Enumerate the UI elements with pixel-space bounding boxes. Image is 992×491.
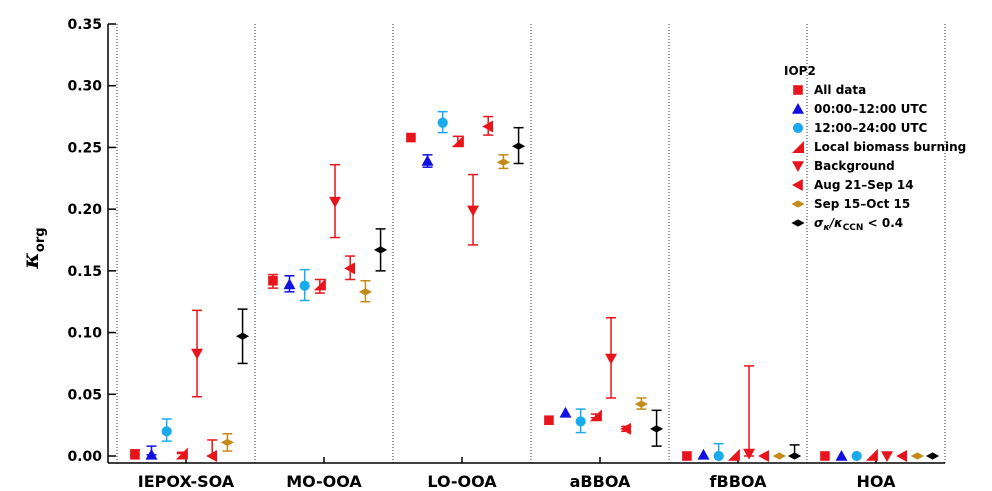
y-tick-label: 0.20 — [67, 202, 102, 218]
data-point — [835, 450, 848, 461]
data-point — [220, 438, 234, 447]
data-point — [206, 450, 218, 462]
legend-marker — [791, 219, 805, 227]
data-point — [467, 205, 480, 217]
legend-label: 12:00–24:00 UTC — [814, 121, 928, 135]
legend-marker — [792, 103, 804, 114]
legend-marker — [792, 161, 804, 172]
y-tick-label: 0.30 — [67, 79, 102, 95]
data-point — [130, 449, 140, 460]
x-category-label: LO-OOA — [427, 472, 497, 491]
data-point — [406, 132, 416, 143]
y-tick-label: 0.15 — [67, 264, 102, 280]
legend-marker — [793, 85, 803, 95]
data-point — [896, 450, 908, 462]
legend-label: Background — [814, 159, 895, 173]
x-category-label: HOA — [857, 472, 897, 491]
data-point — [329, 196, 342, 208]
category-separators — [116, 24, 946, 463]
data-point — [299, 280, 310, 291]
data-point — [925, 452, 940, 460]
data-point — [559, 406, 572, 418]
legend: IOP2 All data 00:00–12:00 UTC 12:00–24:00 U… — [784, 64, 966, 233]
data-point — [787, 452, 802, 460]
data-point — [313, 278, 326, 291]
x-category-label: MO-OOA — [286, 472, 362, 491]
y-axis-label-sub: org — [33, 227, 48, 252]
legend-marker — [792, 122, 804, 134]
legend-marker — [791, 200, 805, 208]
data-point — [772, 452, 786, 460]
legend-label: All data — [814, 83, 866, 97]
y-axis-ticks: 0.00 0.05 0.10 0.15 0.20 0.25 0.30 0.35 — [67, 17, 116, 465]
data-point — [344, 262, 356, 275]
data-point — [634, 400, 648, 408]
x-category-label: aBBOA — [570, 472, 631, 491]
y-axis-label-main: κ — [18, 252, 44, 270]
data-point — [605, 353, 618, 365]
data-point — [544, 415, 554, 426]
data-point — [589, 409, 602, 422]
data-point — [697, 448, 710, 460]
y-axis-label: κorg — [18, 227, 48, 269]
data-point — [496, 158, 510, 166]
data-point — [743, 448, 756, 460]
legend-label: σκ/κCCN < 0.4 — [814, 216, 903, 233]
y-tick-label: 0.10 — [67, 326, 102, 342]
legend-marker — [792, 179, 803, 191]
data-point — [713, 450, 724, 462]
legend-label: Sep 15–Oct 15 — [814, 197, 910, 211]
data-point — [191, 348, 204, 360]
data-point — [482, 120, 494, 133]
data-point — [175, 447, 188, 460]
legend-label: Aug 21–Sep 14 — [814, 178, 914, 192]
data-point — [235, 332, 250, 340]
x-axis-categories: IEPOX-SOA MO-OOA LO-OOA aBBOA fBBOA HOA — [138, 457, 896, 491]
data-point — [421, 155, 434, 166]
data-point — [437, 117, 448, 128]
y-tick-label: 0.25 — [67, 140, 102, 156]
data-point — [682, 451, 692, 461]
data-point — [820, 451, 830, 461]
data-point — [161, 426, 172, 437]
axes — [107, 24, 945, 464]
data-point — [373, 246, 388, 254]
data-point — [358, 288, 372, 296]
data-point — [649, 425, 664, 433]
y-tick-label: 0.05 — [67, 387, 102, 403]
legend-marker — [792, 141, 804, 153]
data-point — [758, 450, 770, 462]
data-point — [268, 275, 278, 286]
data-points — [129, 110, 940, 462]
legend-label: 00:00–12:00 UTC — [814, 102, 928, 116]
data-point — [511, 142, 526, 150]
x-category-label: fBBOA — [710, 472, 768, 491]
x-category-label: IEPOX-SOA — [138, 472, 235, 491]
data-point — [910, 452, 924, 460]
legend-title: IOP2 — [784, 64, 816, 78]
data-point — [727, 448, 740, 461]
data-point — [865, 448, 878, 461]
data-point — [620, 422, 632, 435]
data-point — [145, 448, 158, 460]
data-point — [851, 450, 862, 462]
data-point — [575, 416, 586, 427]
legend-label: Local biomass burning — [814, 140, 966, 154]
y-tick-label: 0.35 — [67, 17, 102, 33]
y-tick-label: 0.00 — [67, 449, 102, 465]
data-point — [283, 278, 296, 290]
data-point — [881, 451, 894, 462]
data-point — [451, 135, 464, 148]
